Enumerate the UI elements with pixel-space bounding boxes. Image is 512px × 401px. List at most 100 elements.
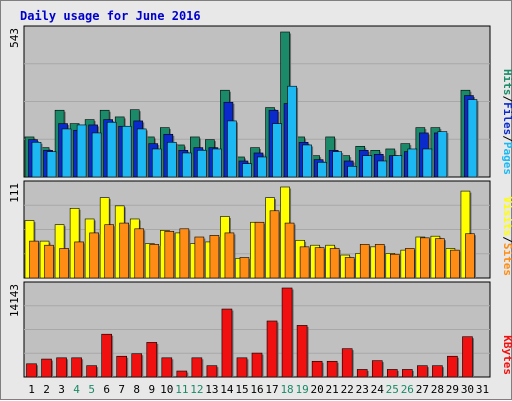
bar-sites-day-17 xyxy=(269,210,280,279)
bar-kbytes-day-12 xyxy=(191,357,203,378)
visits-sites-legend-label: Visits/Sites xyxy=(501,197,512,277)
bar-sites-day-28 xyxy=(435,238,445,279)
bar-sites-day-11 xyxy=(179,228,190,279)
bar-pages-day-12 xyxy=(197,149,207,178)
x-tick-label-day-12: 12 xyxy=(190,383,203,396)
visits-sites-max-label: 111 xyxy=(8,183,21,203)
legend-visits: Visits xyxy=(501,197,512,237)
visits-sites-panel: 111 Visits/Sites xyxy=(8,180,512,279)
bar-pages-day-27 xyxy=(422,148,433,178)
bar-sites-day-22 xyxy=(344,257,355,279)
x-tick-label-day-15: 15 xyxy=(235,383,248,396)
chart-title: Daily usage for June 2016 xyxy=(20,9,201,23)
bar-pages-day-25 xyxy=(392,155,403,178)
bar-sites-day-18 xyxy=(284,222,295,279)
x-tick-label-day-1: 1 xyxy=(28,383,35,396)
x-tick-label-day-7: 7 xyxy=(118,383,125,396)
legend-pages: Pages xyxy=(501,142,512,175)
bar-pages-day-2 xyxy=(46,151,57,178)
bar-sites-day-12 xyxy=(194,236,205,279)
bar-pages-day-15 xyxy=(242,163,252,178)
bar-sites-day-27 xyxy=(420,237,430,279)
bar-kbytes-day-25 xyxy=(386,369,398,378)
x-tick-label-day-22: 22 xyxy=(341,383,354,396)
bar-kbytes-day-2 xyxy=(41,358,52,378)
x-tick-label-day-11: 11 xyxy=(175,383,188,396)
bar-sites-day-26 xyxy=(405,248,415,279)
bar-sites-day-21 xyxy=(329,248,340,279)
bar-sites-day-30 xyxy=(465,233,475,279)
kbytes-max-label: 14143 xyxy=(8,284,21,317)
bar-pages-day-24 xyxy=(377,160,388,178)
x-tick-label-day-8: 8 xyxy=(133,383,140,396)
bar-sites-day-23 xyxy=(359,244,370,279)
bar-pages-day-18 xyxy=(287,85,297,178)
bar-sites-day-6 xyxy=(104,224,114,279)
x-tick-label-day-29: 29 xyxy=(446,383,459,396)
bar-pages-day-28 xyxy=(437,131,448,178)
bar-pages-day-21 xyxy=(332,151,342,178)
bar-pages-day-20 xyxy=(317,162,327,178)
bar-pages-day-16 xyxy=(257,156,267,178)
x-tick-label-day-2: 2 xyxy=(43,383,50,396)
x-tick-label-day-25: 25 xyxy=(386,383,399,396)
x-tick-label-day-6: 6 xyxy=(103,383,110,396)
bar-kbytes-day-19 xyxy=(296,325,308,378)
legend-separator: / xyxy=(501,236,512,243)
bar-sites-day-7 xyxy=(119,222,130,279)
bar-pages-day-4 xyxy=(76,124,87,178)
bar-pages-day-14 xyxy=(227,120,237,178)
x-tick-label-day-27: 27 xyxy=(416,383,429,396)
x-tick-label-day-3: 3 xyxy=(58,383,65,396)
bar-kbytes-day-9 xyxy=(146,342,158,378)
x-tick-label-day-26: 26 xyxy=(401,383,414,396)
bar-sites-day-8 xyxy=(134,228,145,279)
x-tick-label-day-19: 19 xyxy=(295,383,308,396)
bar-pages-day-9 xyxy=(151,148,162,178)
bar-pages-day-10 xyxy=(167,141,177,178)
bar-pages-day-8 xyxy=(136,128,147,178)
bar-sites-day-24 xyxy=(374,244,385,279)
bar-pages-day-13 xyxy=(212,148,222,178)
bar-pages-day-11 xyxy=(182,152,192,178)
bar-sites-day-14 xyxy=(224,232,235,279)
bar-kbytes-day-11 xyxy=(176,370,188,378)
bar-kbytes-day-16 xyxy=(251,352,263,378)
bar-pages-day-23 xyxy=(362,155,373,178)
x-tick-label-day-13: 13 xyxy=(205,383,218,396)
bar-kbytes-day-21 xyxy=(326,360,338,378)
bar-sites-day-15 xyxy=(239,257,250,279)
bar-kbytes-day-4 xyxy=(71,357,82,378)
x-tick-label-day-30: 30 xyxy=(461,383,474,396)
bar-pages-day-6 xyxy=(106,121,117,178)
bar-sites-day-2 xyxy=(44,244,54,279)
x-tick-label-day-16: 16 xyxy=(250,383,263,396)
bar-pages-day-7 xyxy=(121,125,132,178)
bar-pages-day-5 xyxy=(91,132,102,178)
x-tick-label-day-21: 21 xyxy=(326,383,339,396)
bar-sites-day-5 xyxy=(89,232,99,279)
bar-kbytes-day-7 xyxy=(116,355,128,378)
bar-kbytes-day-17 xyxy=(266,320,278,378)
bar-sites-day-20 xyxy=(314,247,325,279)
bar-pages-day-17 xyxy=(272,123,282,178)
x-tick-label-day-17: 17 xyxy=(265,383,278,396)
x-tick-label-day-4: 4 xyxy=(73,383,80,396)
legend-files: Files xyxy=(501,102,512,135)
x-tick-label-day-24: 24 xyxy=(371,383,385,396)
x-tick-label-day-20: 20 xyxy=(311,383,324,396)
x-tick-label-day-14: 14 xyxy=(220,383,234,396)
bar-kbytes-day-28 xyxy=(432,365,443,378)
bar-kbytes-day-26 xyxy=(402,369,413,378)
bar-kbytes-day-18 xyxy=(281,287,293,378)
bar-kbytes-day-20 xyxy=(311,360,323,378)
legend-kbytes: KBytes xyxy=(501,335,512,375)
bar-sites-day-1 xyxy=(29,240,39,279)
bar-pages-day-22 xyxy=(347,166,357,178)
bar-pages-day-3 xyxy=(61,128,72,178)
bar-sites-day-10 xyxy=(164,230,175,279)
bar-kbytes-day-24 xyxy=(371,360,383,378)
legend-separator: / xyxy=(501,135,512,142)
